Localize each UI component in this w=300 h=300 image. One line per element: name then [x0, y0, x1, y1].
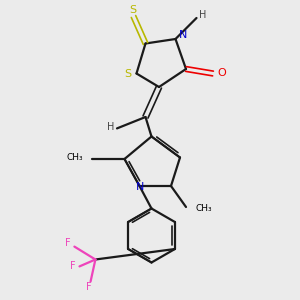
Text: CH₃: CH₃: [195, 204, 211, 213]
Text: F: F: [70, 261, 76, 271]
Text: O: O: [217, 68, 226, 78]
Text: N: N: [179, 30, 187, 40]
Text: H: H: [199, 10, 206, 20]
Text: F: F: [86, 282, 92, 292]
Text: N: N: [136, 182, 144, 192]
Text: H: H: [107, 122, 114, 132]
Text: S: S: [124, 69, 131, 79]
Text: F: F: [65, 238, 70, 248]
Text: CH₃: CH₃: [67, 153, 83, 162]
Text: S: S: [129, 5, 137, 15]
